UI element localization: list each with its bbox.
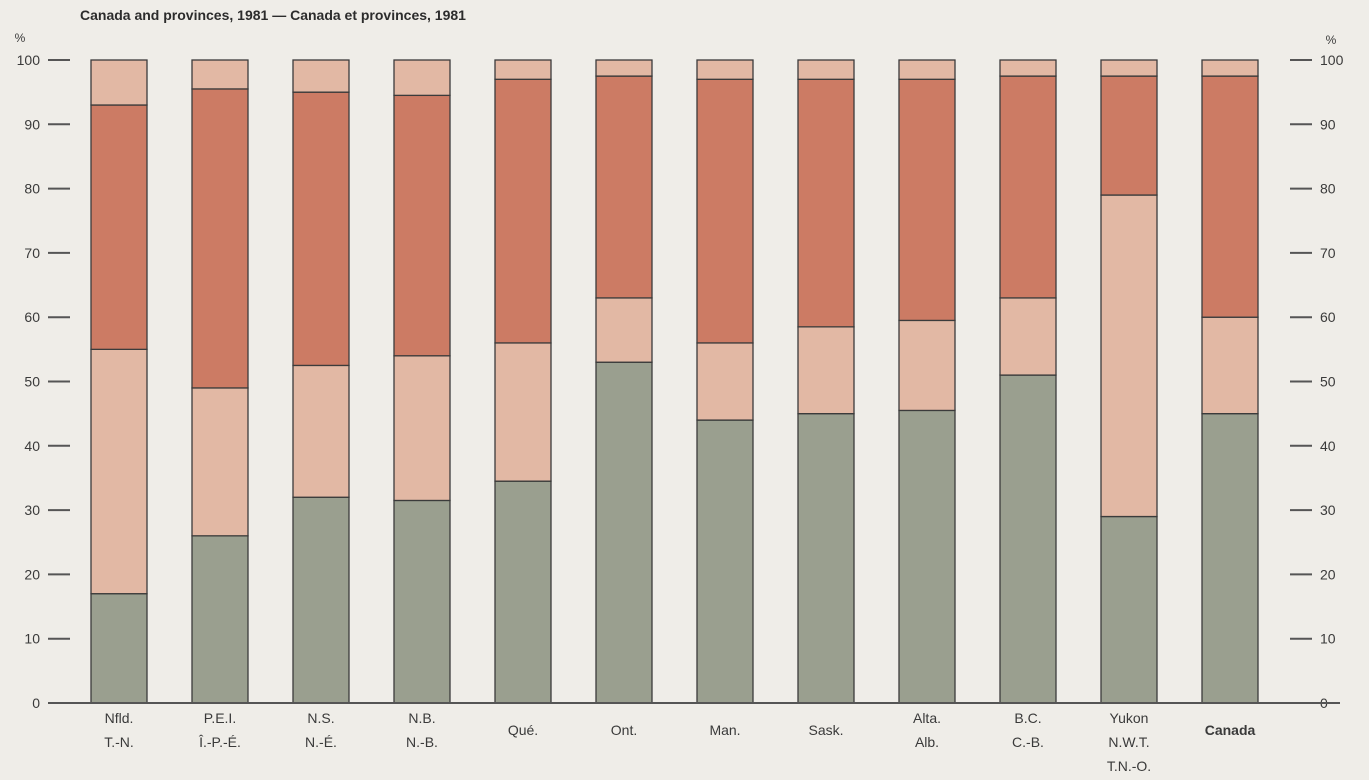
y-tick-label-right: 40 — [1320, 438, 1336, 454]
y-tick-label-left: 100 — [17, 52, 41, 68]
x-tick-label: Ont. — [611, 722, 637, 738]
bar-segment — [393, 355, 451, 502]
bar-segment — [494, 78, 552, 344]
x-tick-label: N.S. — [307, 710, 334, 726]
bar-segment — [1201, 412, 1259, 704]
bar-segment — [1100, 194, 1158, 518]
bar-segment — [1100, 75, 1158, 196]
x-tick-label: N.-É. — [305, 734, 337, 750]
bar-segment — [494, 480, 552, 704]
x-tick-label: Qué. — [508, 722, 538, 738]
left-axis: 0 10 20 30 40 50 60 70 80 90 100% — [15, 31, 70, 711]
bar-segment — [90, 104, 148, 350]
x-tick-label: Canada — [1205, 722, 1256, 738]
x-tick-label: Î.-P.-É. — [198, 734, 241, 750]
bar-segment — [595, 59, 653, 77]
bar-segment — [898, 59, 956, 80]
x-tick-label: P.E.I. — [204, 710, 236, 726]
bar-segment — [393, 59, 451, 97]
bar-segment — [292, 91, 350, 367]
bar-segment — [797, 78, 855, 328]
y-tick-label-left: 0 — [32, 695, 40, 711]
y-tick-label-right: 50 — [1320, 374, 1336, 390]
y-tick-label-right: 30 — [1320, 502, 1336, 518]
y-tick-label-right: 90 — [1320, 116, 1336, 132]
y-tick-label-left: 80 — [24, 181, 40, 197]
y-tick-label-right: 80 — [1320, 181, 1336, 197]
x-tick-label: Yukon — [1110, 710, 1149, 726]
bar-segment — [191, 535, 249, 704]
x-tick-label: C.-B. — [1012, 734, 1044, 750]
bar-segment — [191, 387, 249, 537]
bar-segment — [191, 88, 249, 389]
x-tick-label: B.C. — [1014, 710, 1041, 726]
y-tick-label-right: 100 — [1320, 52, 1344, 68]
bar-segment — [90, 593, 148, 704]
y-tick-label-left: 10 — [24, 631, 40, 647]
bar-segment — [797, 59, 855, 80]
bar-segment — [696, 342, 754, 421]
bar-segment — [292, 364, 350, 498]
x-tick-label: N.W.T. — [1108, 734, 1149, 750]
y-tick-label-right: 20 — [1320, 566, 1336, 582]
bar-segment — [898, 319, 956, 412]
bar-segment — [494, 342, 552, 482]
bar-segment — [797, 326, 855, 415]
x-tick-label: Sask. — [808, 722, 843, 738]
bars-group — [90, 59, 1259, 704]
y-unit-label-left: % — [15, 31, 26, 45]
bar-segment — [595, 361, 653, 704]
bar-segment — [999, 59, 1057, 77]
bar-segment — [191, 59, 249, 90]
y-tick-label-left: 50 — [24, 374, 40, 390]
x-tick-label: N.-B. — [406, 734, 438, 750]
chart-title: Canada and provinces, 1981 — Canada et p… — [80, 7, 466, 23]
x-tick-label: N.B. — [408, 710, 435, 726]
bar-segment — [999, 297, 1057, 376]
bar-segment — [999, 374, 1057, 704]
y-tick-label-left: 60 — [24, 309, 40, 325]
bar-segment — [393, 94, 451, 357]
y-tick-label-left: 20 — [24, 566, 40, 582]
bar-segment — [292, 496, 350, 704]
bar-segment — [797, 412, 855, 704]
y-tick-label-right: 10 — [1320, 631, 1336, 647]
bar-segment — [1100, 59, 1158, 77]
bar-segment — [696, 59, 754, 80]
bar-segment — [1201, 316, 1259, 415]
bar-segment — [999, 75, 1057, 299]
y-unit-label-right: % — [1326, 33, 1337, 47]
bar-segment — [696, 78, 754, 344]
y-tick-label-right: 70 — [1320, 245, 1336, 261]
y-tick-label-left: 90 — [24, 116, 40, 132]
bar-segment — [90, 348, 148, 595]
bar-segment — [90, 59, 148, 106]
x-tick-label: Man. — [709, 722, 740, 738]
bar-segment — [595, 297, 653, 363]
bar-segment — [393, 499, 451, 704]
bar-segment — [292, 59, 350, 93]
category-labels: Nfld. T.-N. P.E.I. Î.-P.-É. N.S. N.-É. N.B. N.-… — [104, 710, 1255, 774]
bar-segment — [898, 78, 956, 322]
y-tick-label-left: 40 — [24, 438, 40, 454]
y-tick-label-left: 70 — [24, 245, 40, 261]
bar-segment — [1100, 515, 1158, 704]
bar-segment — [494, 59, 552, 80]
y-tick-label-left: 30 — [24, 502, 40, 518]
x-tick-label: Alta. — [913, 710, 941, 726]
bar-segment — [1201, 59, 1259, 77]
x-tick-label: T.N.-O. — [1107, 758, 1151, 774]
x-tick-label: Alb. — [915, 734, 939, 750]
bar-segment — [696, 419, 754, 704]
bar-segment — [1201, 75, 1259, 318]
x-tick-label: Nfld. — [105, 710, 134, 726]
x-tick-label: T.-N. — [104, 734, 134, 750]
bar-segment — [595, 75, 653, 299]
y-tick-label-right: 60 — [1320, 309, 1336, 325]
bar-segment — [898, 409, 956, 704]
